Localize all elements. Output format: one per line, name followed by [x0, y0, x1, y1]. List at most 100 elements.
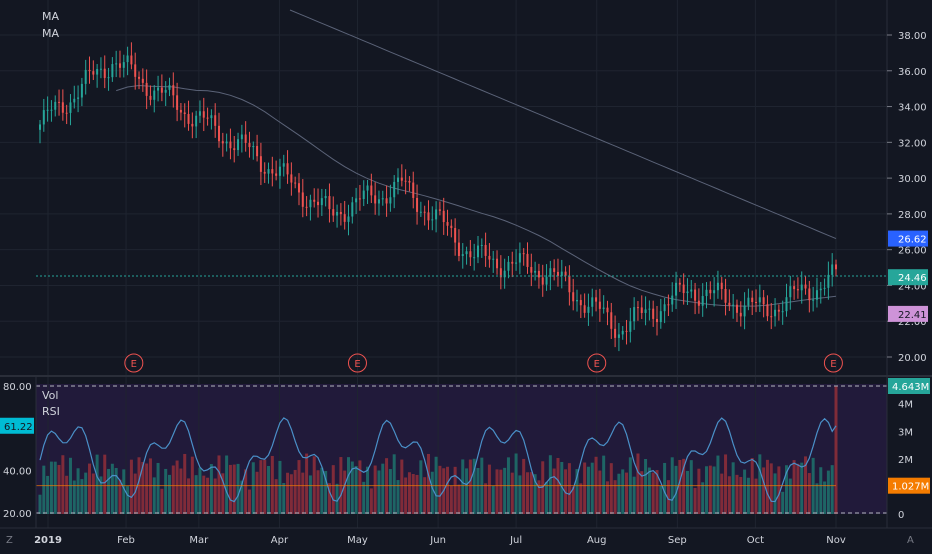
- earnings-marker[interactable]: [124, 353, 144, 373]
- earnings-marker[interactable]: [347, 353, 367, 373]
- volume-bar: [773, 473, 777, 514]
- candle-body: [46, 109, 49, 111]
- volume-bar: [815, 483, 819, 514]
- candle-body: [297, 183, 300, 193]
- candle-body: [728, 302, 731, 306]
- candle-body: [256, 146, 259, 157]
- legend-ma-2[interactable]: MA: [42, 27, 59, 40]
- candle-body: [88, 69, 91, 72]
- rsi-axis[interactable]: 80.00 40.00 20.00: [3, 382, 32, 520]
- candle-body: [290, 174, 293, 183]
- price-axis[interactable]: 38.00 36.00 34.00 32.00 30.00 28.00 26.00 24.00…: [887, 31, 927, 364]
- price-tick-label: 22.00: [898, 317, 927, 328]
- timezone-toggle[interactable]: Z: [6, 535, 13, 546]
- volume-bar: [152, 477, 156, 514]
- candle-body: [678, 282, 681, 285]
- volume-bar: [636, 453, 640, 514]
- volume-bar: [586, 466, 590, 514]
- earnings-marker[interactable]: [587, 353, 607, 373]
- auto-scale-toggle[interactable]: A: [907, 535, 914, 546]
- volume-bar: [129, 459, 133, 514]
- candle-body: [305, 206, 308, 208]
- volume-bar: [826, 470, 830, 514]
- legend-rsi[interactable]: RSI: [42, 405, 60, 418]
- volume-bar: [720, 473, 724, 514]
- volume-bar: [781, 491, 785, 514]
- candle-body: [237, 139, 240, 151]
- volume-bar: [564, 469, 568, 514]
- price-badge-label: 22.41: [898, 310, 927, 321]
- volume-bar: [91, 473, 95, 514]
- candle-body: [777, 309, 780, 312]
- candle-body: [435, 209, 438, 220]
- candle-body: [229, 141, 232, 149]
- legend-vol[interactable]: Vol: [42, 389, 58, 402]
- candle-body: [793, 286, 796, 290]
- volume-bar: [788, 478, 792, 514]
- candle-body: [259, 156, 262, 172]
- candle-body: [122, 62, 125, 68]
- volume-bar: [411, 474, 415, 514]
- candle-body: [450, 225, 453, 229]
- candle-body: [385, 198, 388, 204]
- candle-body: [389, 197, 392, 204]
- candle-body: [690, 289, 693, 292]
- volume-bar: [705, 466, 709, 514]
- volume-bar: [400, 459, 404, 514]
- volume-bar: [701, 482, 705, 514]
- candle-body: [179, 109, 182, 113]
- moving-average-lines: [116, 9, 837, 307]
- candle-body: [377, 199, 380, 204]
- price-badge-label: 24.46: [898, 273, 927, 284]
- rsi-tick-label: 80.00: [3, 382, 32, 393]
- candle-body: [408, 181, 411, 183]
- candle-body: [530, 266, 533, 273]
- candle-body: [286, 163, 289, 175]
- volume-bar: [625, 472, 629, 514]
- volume-bar: [335, 483, 339, 514]
- ma-long-line: [289, 9, 837, 240]
- candle-body: [457, 242, 460, 256]
- candle-body: [77, 97, 80, 99]
- time-tick-label: Jun: [429, 535, 446, 546]
- volume-bar: [449, 485, 453, 514]
- candle-body: [492, 258, 495, 260]
- candle-body: [716, 282, 719, 291]
- volume-bar: [251, 462, 255, 514]
- volume-bar: [263, 459, 267, 514]
- volume-bar: [468, 459, 472, 514]
- volume-bar: [324, 470, 328, 514]
- earnings-marker[interactable]: [823, 353, 843, 373]
- rsi-tick-label: 40.00: [3, 467, 32, 478]
- candle-body: [84, 69, 87, 84]
- candle-body: [225, 141, 228, 144]
- candle-body: [507, 261, 510, 271]
- candle-body: [294, 182, 297, 184]
- candle-body: [511, 261, 514, 264]
- volume-bar: [796, 463, 800, 514]
- candle-body: [751, 297, 754, 302]
- volume-bar: [739, 476, 743, 514]
- candle-body: [705, 289, 708, 297]
- candle-body: [275, 173, 278, 176]
- candle-body: [271, 169, 274, 174]
- legend-ma-1[interactable]: MA: [42, 10, 59, 23]
- volume-bar: [373, 465, 377, 514]
- volume-bar: [632, 476, 636, 514]
- candle-body: [732, 304, 735, 306]
- volume-bar: [731, 462, 735, 514]
- candle-body: [267, 169, 270, 174]
- candle-body: [393, 181, 396, 198]
- volume-bar: [167, 474, 171, 514]
- volume-bar: [42, 465, 46, 514]
- candle-body: [107, 77, 110, 79]
- time-axis[interactable]: 2019 Feb Mar Apr May Jun Jul Aug Sep Oct Nov: [34, 535, 846, 546]
- volume-bar: [537, 480, 541, 514]
- candle-body: [244, 134, 247, 143]
- volume-bar: [114, 467, 118, 514]
- volume-bar: [605, 481, 609, 514]
- volume-bar: [693, 487, 697, 514]
